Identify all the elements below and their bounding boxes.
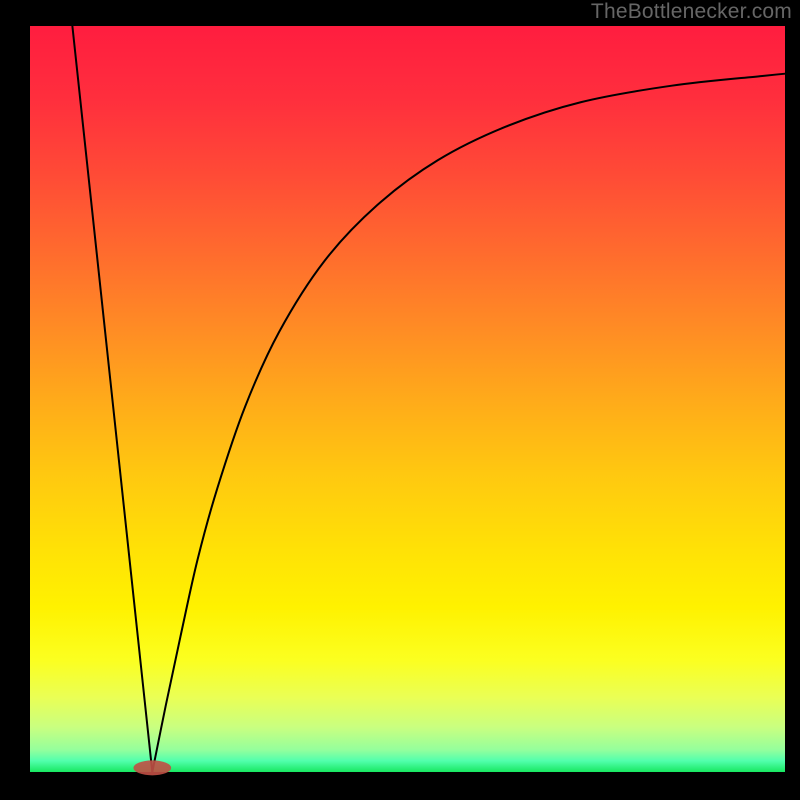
left-curve	[71, 11, 153, 772]
chart-svg	[0, 0, 800, 800]
right-curve	[152, 72, 800, 772]
source-attribution: TheBottlenecker.com	[591, 0, 792, 24]
optimum-marker	[133, 760, 171, 775]
